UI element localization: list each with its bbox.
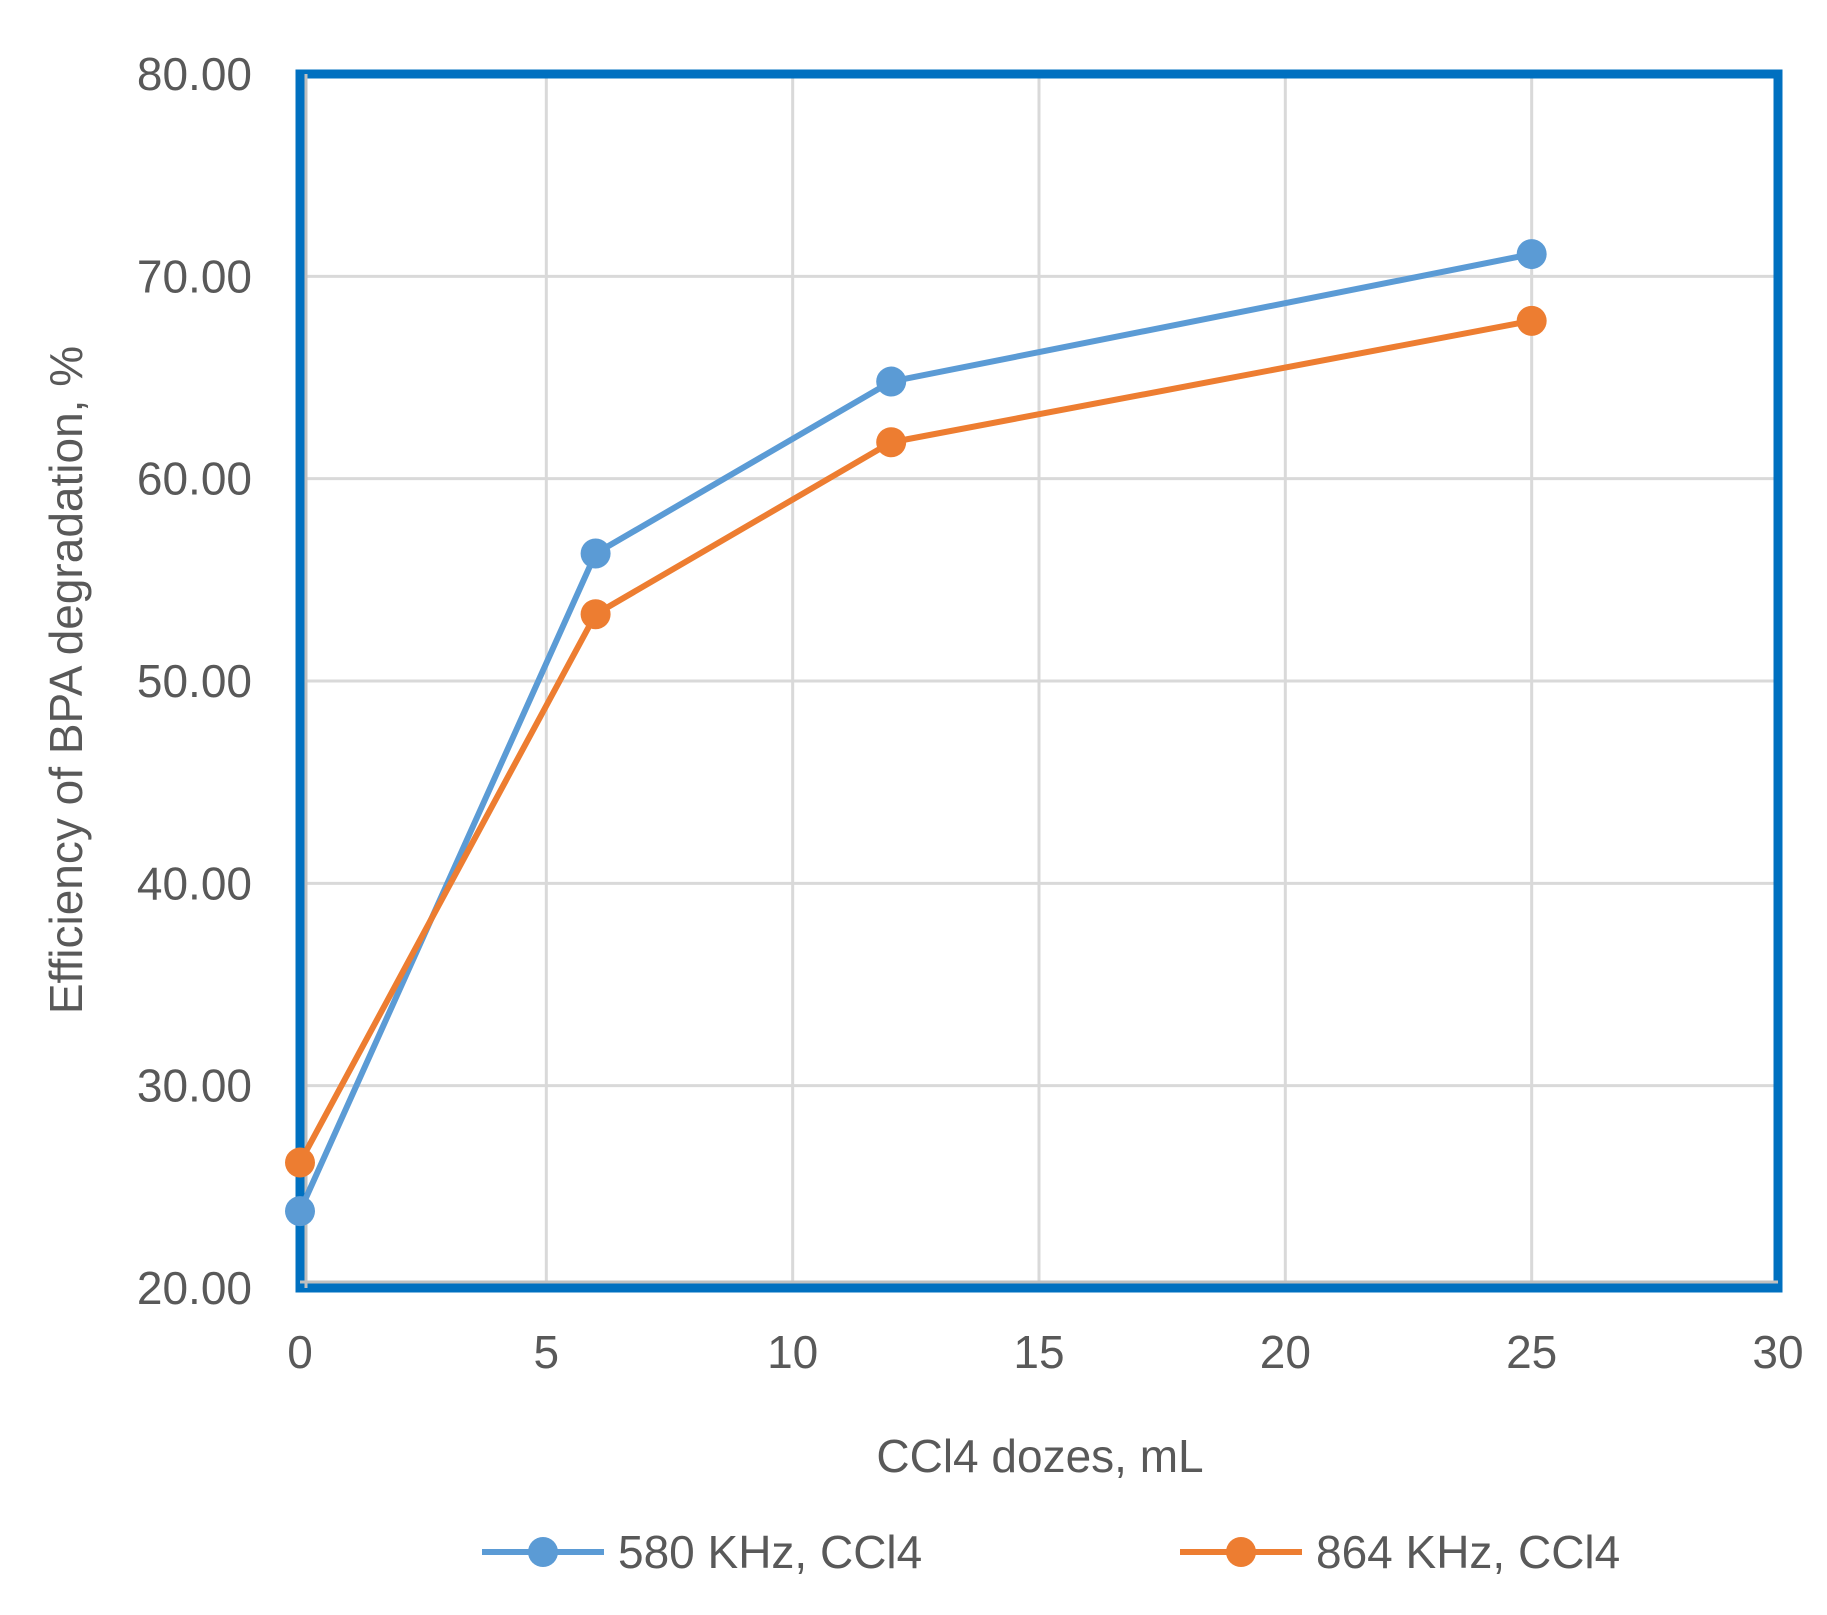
plot-border <box>295 69 1783 1293</box>
y-tick-label: 60.00 <box>137 453 252 505</box>
legend-label: 864 KHz, CCl4 <box>1316 1526 1620 1578</box>
x-tick-label: 10 <box>767 1326 818 1378</box>
y-tick-label: 40.00 <box>137 857 252 909</box>
series-2 <box>285 305 1547 1178</box>
y-tick-label: 30.00 <box>137 1060 252 1112</box>
legend-label: 580 KHz, CCl4 <box>618 1526 922 1578</box>
legend-marker <box>528 1537 558 1567</box>
x-tick-label: 30 <box>1752 1326 1803 1378</box>
data-point <box>285 1147 315 1178</box>
data-point <box>876 366 907 397</box>
grid <box>300 74 1778 1288</box>
data-point <box>1516 239 1547 270</box>
series-layer <box>285 239 1547 1227</box>
y-axis-ticks: 20.00 30.00 40.00 50.00 60.00 70.00 80.00 <box>137 48 252 1314</box>
x-tick-label: 0 <box>287 1326 313 1378</box>
x-tick-label: 5 <box>534 1326 560 1378</box>
data-point <box>580 538 611 569</box>
y-tick-label: 80.00 <box>137 48 252 100</box>
series-line <box>297 251 1533 1213</box>
y-tick-label: 70.00 <box>137 250 252 302</box>
y-tick-label: 50.00 <box>137 655 252 707</box>
y-tick-label: 20.00 <box>137 1262 252 1314</box>
data-point <box>876 427 907 458</box>
x-tick-label: 15 <box>1013 1326 1064 1378</box>
data-point <box>580 599 611 630</box>
data-point <box>285 1196 315 1227</box>
data-point <box>1516 305 1547 336</box>
series-1 <box>285 239 1547 1227</box>
legend-item: 580 KHz, CCl4 <box>482 1526 922 1578</box>
series-line <box>297 317 1533 1164</box>
x-axis-title: CCl4 dozes, mL <box>876 1430 1203 1482</box>
x-tick-label: 25 <box>1506 1326 1557 1378</box>
x-tick-label: 20 <box>1260 1326 1311 1378</box>
legend: 580 KHz, CCl4 864 KHz, CCl4 <box>482 1526 1620 1578</box>
legend-marker <box>1226 1537 1256 1567</box>
plot-frame <box>295 69 1783 1293</box>
y-axis-title: Efficiency of BPA degradation, % <box>40 346 92 1014</box>
legend-item: 864 KHz, CCl4 <box>1180 1526 1620 1578</box>
x-axis-ticks: 0 5 10 15 20 25 30 <box>287 1326 1803 1378</box>
